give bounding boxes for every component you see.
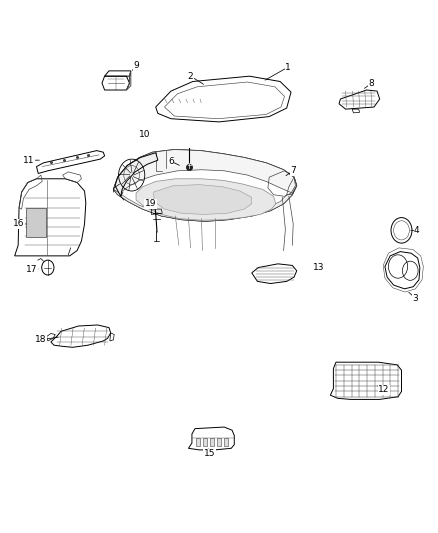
Bar: [224, 438, 228, 446]
Text: 12: 12: [378, 385, 390, 394]
Bar: [196, 438, 200, 446]
Polygon shape: [113, 150, 297, 193]
Text: 10: 10: [139, 130, 151, 139]
Text: 3: 3: [413, 294, 418, 303]
Text: 15: 15: [204, 449, 215, 458]
Polygon shape: [136, 179, 276, 220]
Text: 8: 8: [368, 79, 374, 88]
Bar: [217, 438, 221, 446]
Text: 4: 4: [414, 226, 420, 235]
Bar: [26, 208, 46, 237]
Polygon shape: [113, 189, 292, 221]
Text: 7: 7: [290, 166, 296, 175]
Text: 17: 17: [26, 265, 38, 274]
Polygon shape: [153, 184, 252, 214]
Polygon shape: [115, 153, 158, 196]
Text: 16: 16: [13, 220, 25, 229]
Text: 2: 2: [188, 71, 194, 80]
Text: 9: 9: [133, 61, 139, 70]
Text: 6: 6: [168, 157, 174, 166]
Text: 13: 13: [313, 263, 324, 272]
Text: 18: 18: [35, 335, 46, 344]
Bar: [203, 438, 207, 446]
Bar: [210, 438, 214, 446]
Text: 1: 1: [285, 63, 291, 71]
Text: 19: 19: [145, 199, 156, 208]
Text: 11: 11: [23, 156, 35, 165]
